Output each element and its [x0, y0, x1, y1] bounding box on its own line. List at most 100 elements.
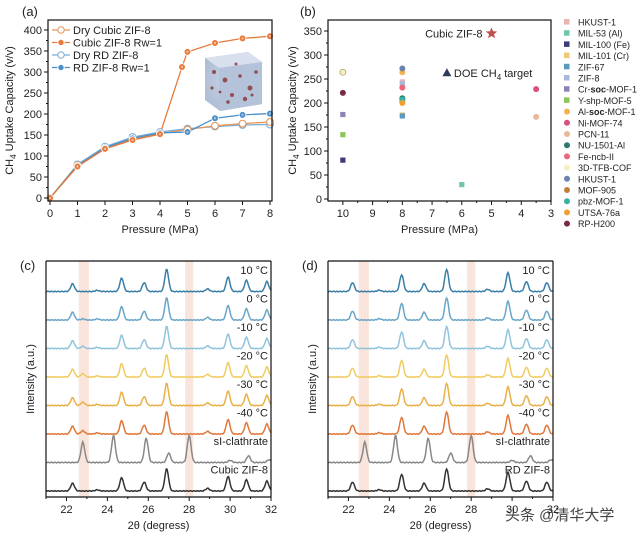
highlight-band [185, 261, 194, 497]
point-highlight [186, 50, 189, 54]
legend-label: Cubic ZIF-8 Rw=1 [73, 38, 162, 50]
point-highlight [268, 35, 272, 38]
panel-label-c: (c) [20, 258, 35, 273]
xrd-trace-5 [327, 410, 554, 436]
x-axis-label: 2θ (degress) [128, 520, 190, 532]
series-line-1 [49, 35, 271, 199]
x-tick-label: 28 [465, 504, 477, 516]
x-tick-label: 26 [424, 504, 436, 516]
legend-label: MIL-101 (Cr) [578, 51, 629, 61]
x-tick-label: 6 [212, 208, 218, 220]
xrd-trace-6 [327, 433, 554, 464]
legend-marker [564, 19, 570, 25]
annotation-doe-target: DOE CH4 target [454, 68, 532, 82]
y-axis-label: CH4 Uptake Capacity (v/v) [287, 46, 301, 175]
point-highlight [76, 165, 79, 168]
zif8-cube-inset [205, 52, 262, 111]
legend-label: UTSA-76a [578, 208, 620, 218]
trace-label: -20 °C [519, 350, 550, 362]
panel-b-scatter-chart: 0 50 100 150 200 250 300 350 10 9 8 7 6 5 4 3 Pressure (… [287, 18, 637, 237]
legend-marker [564, 198, 570, 205]
y-axis-label: CH4 Uptake Capacity (v/v) [4, 46, 18, 175]
legend-marker [564, 86, 570, 92]
legend-label: Fe-ncb-II [578, 152, 614, 162]
legend-marker [564, 131, 570, 137]
data-point-13 [339, 68, 347, 76]
xrd-trace-1 [45, 296, 272, 322]
y-tick-label: 0 [316, 194, 322, 206]
xrd-trace-3 [45, 353, 272, 379]
trace-label: -40 °C [237, 407, 268, 419]
x-tick-label: 4 [518, 208, 524, 220]
legend-label: NU-1501-Al [578, 141, 625, 151]
legend-label: ZIF-8 [578, 74, 600, 84]
legend-marker [57, 38, 65, 47]
legend-label: pbz-MOF-1 [578, 197, 624, 207]
trace-label: -30 °C [519, 379, 550, 391]
x-tick-label: 0 [47, 208, 53, 220]
x-tick-label: 22 [60, 504, 72, 516]
trace-label: -10 °C [519, 322, 550, 334]
x-axis-label: 2θ (degress) [410, 520, 472, 532]
point-highlight [213, 41, 217, 45]
legend-label: MIL-100 (Fe) [578, 40, 630, 50]
legend-marker [564, 108, 570, 115]
x-tick-label: 6 [459, 208, 465, 220]
xrd-trace-5 [45, 410, 272, 436]
legend-marker [564, 220, 570, 227]
trace-label: -40 °C [519, 407, 550, 419]
legend-label: PCN-11 [578, 130, 609, 140]
x-tick-label: 24 [383, 504, 395, 516]
x-tick-label: 7 [239, 208, 245, 220]
series-line-3 [49, 112, 271, 199]
point-highlight [158, 132, 162, 136]
trace-label: 10 °C [240, 265, 268, 277]
point-highlight [180, 65, 184, 69]
legend-marker [564, 63, 570, 70]
x-tick-label: 30 [224, 504, 236, 516]
legend-marker [564, 30, 570, 36]
triangle-marker [442, 68, 452, 77]
highlight-band [358, 261, 369, 497]
trace-label: sI-clathrate [214, 436, 268, 448]
legend-marker [564, 41, 570, 47]
highlight-band [467, 261, 476, 497]
legend-marker [564, 187, 570, 193]
legend-label: Ni-MOF-74 [578, 118, 623, 128]
xrd-trace-0 [45, 268, 272, 293]
data-point-18 [339, 89, 346, 96]
legend-label: RD ZIF-8 Rw=1 [73, 63, 150, 75]
x-tick-label: 9 [370, 208, 376, 220]
data-point-9 [533, 86, 540, 93]
legend-label: HKUST-1 [578, 18, 616, 28]
x-tick-label: 28 [183, 504, 195, 516]
trace-label: -30 °C [237, 379, 268, 391]
trace-label: 0 °C [528, 293, 550, 305]
legend-label: Dry RD ZIF-8 [73, 50, 138, 62]
panel-label-b: (b) [300, 4, 316, 19]
x-tick-label: 10 [337, 208, 349, 220]
legend-marker [564, 119, 570, 126]
legend-label: RP-H200 [578, 219, 615, 229]
xrd-trace-0 [327, 267, 554, 293]
y-tick-label: 50 [310, 170, 322, 182]
xrd-trace-3 [327, 353, 554, 379]
xrd-trace-6 [45, 433, 272, 464]
x-axis-label: Pressure (MPa) [401, 224, 478, 236]
y-axis-label: Intensity (a.u.) [25, 344, 37, 414]
x-tick-label: 32 [547, 504, 559, 516]
legend-label: MIL-53 (Al) [578, 29, 623, 39]
legend-label: ZIF-67 [578, 62, 605, 72]
trace-label: 0 °C [246, 293, 268, 305]
x-tick-label: 26 [142, 504, 154, 516]
star-marker [485, 27, 498, 39]
plot-frame [327, 19, 552, 202]
xrd-trace-7 [327, 467, 554, 493]
xrd-trace-4 [327, 381, 554, 407]
legend-label: Dry Cubic ZIF-8 [73, 25, 151, 37]
panel-label-d: (d) [302, 258, 318, 273]
legend-label: Al-soc-MOF-1 [578, 107, 636, 117]
x-tick-label: 5 [488, 208, 494, 220]
y-tick-label: 200 [24, 109, 42, 121]
x-axis-label: Pressure (MPa) [121, 224, 198, 236]
